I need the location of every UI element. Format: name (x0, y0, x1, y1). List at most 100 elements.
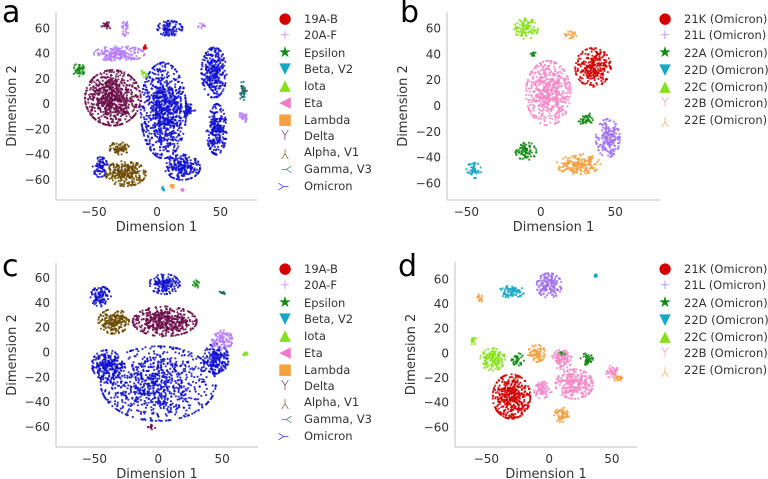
data-point (219, 85, 222, 88)
data-point (143, 101, 146, 104)
data-point (175, 70, 178, 73)
data-point (589, 72, 592, 75)
data-point (471, 162, 474, 165)
data-point (170, 32, 173, 35)
data-point (594, 58, 597, 62)
data-point (213, 69, 216, 72)
data-point (180, 102, 183, 106)
data-point (101, 175, 104, 178)
data-point (161, 96, 164, 99)
data-point (176, 129, 179, 132)
data-point (558, 98, 562, 101)
data-point (524, 150, 527, 153)
data-point (527, 87, 531, 90)
data-point (168, 25, 171, 28)
data-point (221, 117, 224, 120)
data-point (587, 61, 590, 64)
data-point (185, 110, 188, 113)
data-point (112, 114, 115, 117)
data-point (222, 59, 225, 62)
data-point (210, 61, 213, 64)
data-point (555, 88, 559, 91)
data-point (123, 81, 126, 84)
data-point (149, 82, 152, 85)
data-point (115, 56, 118, 59)
data-point (179, 130, 182, 133)
data-point (215, 148, 218, 151)
data-point (569, 89, 572, 92)
data-point (146, 134, 149, 137)
data-point (109, 167, 112, 171)
data-point (145, 139, 148, 142)
data-point (186, 159, 189, 162)
data-point (123, 71, 126, 74)
data-point (109, 172, 112, 175)
data-point (242, 89, 245, 92)
data-point (144, 88, 147, 91)
data-point (470, 173, 473, 176)
data-point (115, 165, 118, 168)
data-point (160, 61, 163, 64)
data-point (218, 130, 221, 133)
data-point (166, 24, 169, 27)
data-point (571, 163, 574, 167)
data-point (174, 150, 177, 153)
data-point (148, 147, 151, 151)
data-point (169, 121, 172, 124)
data-point (155, 155, 158, 158)
data-point (602, 55, 605, 58)
data-point (213, 111, 216, 114)
data-point (122, 27, 125, 30)
data-point (106, 163, 109, 166)
data-point (109, 92, 112, 95)
data-point (129, 100, 132, 103)
data-point (178, 115, 181, 118)
data-point (94, 110, 97, 113)
data-point (156, 69, 159, 72)
data-point (218, 59, 221, 62)
data-point (608, 61, 611, 65)
data-point (111, 83, 114, 86)
data-point (97, 112, 100, 115)
data-point (97, 93, 100, 96)
data-point (94, 169, 97, 172)
data-point (153, 122, 156, 126)
data-point (169, 159, 172, 162)
data-point (165, 162, 168, 165)
data-point (219, 110, 223, 113)
data-point (176, 159, 179, 162)
data-point (153, 132, 156, 135)
data-point (165, 109, 168, 112)
cluster-beta-v2 (161, 185, 166, 192)
data-point (594, 47, 597, 50)
data-point (84, 96, 87, 99)
data-point (156, 135, 159, 139)
data-point (167, 19, 170, 22)
data-point (120, 165, 124, 168)
data-point (611, 134, 614, 138)
data-point (167, 150, 170, 153)
data-point (163, 25, 166, 28)
data-point (593, 63, 597, 66)
data-point (530, 151, 534, 154)
data-point (104, 175, 107, 178)
data-point (216, 75, 219, 78)
data-point (618, 135, 621, 138)
data-point (240, 115, 243, 118)
data-point (567, 78, 570, 81)
data-point (535, 85, 538, 88)
data-point (549, 60, 552, 63)
data-point (181, 28, 184, 31)
data-point (158, 109, 161, 112)
data-point (120, 142, 123, 145)
data-point (579, 75, 582, 78)
data-point (127, 31, 130, 35)
data-point (203, 74, 206, 77)
data-point (515, 153, 518, 156)
data-point (586, 169, 589, 172)
data-point (568, 80, 571, 84)
data-point (106, 172, 109, 176)
data-point (141, 49, 144, 52)
data-point (141, 105, 144, 108)
data-point (102, 85, 106, 89)
